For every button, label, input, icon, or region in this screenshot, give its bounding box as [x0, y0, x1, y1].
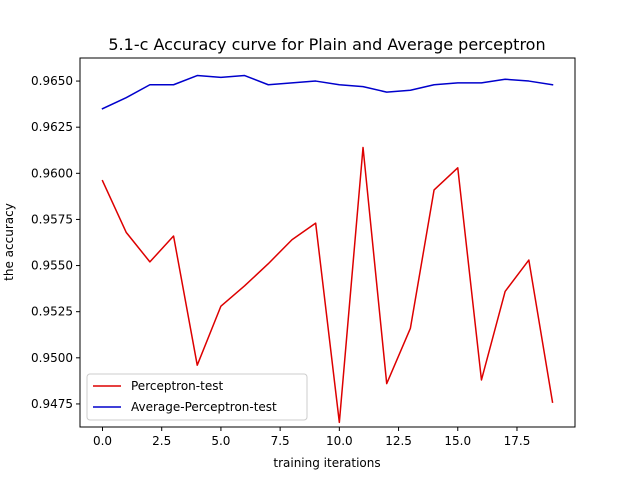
legend-label-perceptron-test: Perceptron-test [131, 379, 223, 393]
series-line-perceptron-test [101, 146, 554, 424]
x-tick-label: 17.5 [504, 434, 531, 448]
x-axis-label: training iterations [273, 456, 380, 470]
x-axis-ticks: 0.0 2.5 5.0 7.5 10.0 12.5 15.0 17.5 [93, 427, 530, 448]
x-tick-label: 10.0 [326, 434, 353, 448]
y-tick-label: 0.9550 [31, 259, 73, 273]
chart-title: 5.1-c Accuracy curve for Plain and Avera… [108, 35, 545, 54]
y-tick-label: 0.9500 [31, 351, 73, 365]
x-tick-label: 7.5 [271, 434, 290, 448]
x-tick-label: 15.0 [444, 434, 471, 448]
plot-area-frame [79, 57, 576, 428]
series-layer [101, 74, 554, 424]
y-tick-label: 0.9525 [31, 305, 73, 319]
legend-label-average-perceptron-test: Average-Perceptron-test [131, 400, 277, 414]
x-tick-label: 12.5 [385, 434, 412, 448]
legend-entries: Perceptron-test Average-Perceptron-test [93, 379, 277, 414]
y-axis-label: the accuracy [2, 203, 16, 281]
y-tick-label: 0.9475 [31, 397, 73, 411]
x-tick-label: 0.0 [93, 434, 112, 448]
legend-box [86, 373, 308, 421]
y-tick-label: 0.9575 [31, 212, 73, 226]
legend: Perceptron-test Average-Perceptron-test [86, 373, 308, 421]
y-axis-ticks: 0.9475 0.9500 0.9525 0.9550 0.9575 0.9600 0.96… [31, 74, 80, 411]
y-tick-label: 0.9625 [31, 120, 73, 134]
y-tick-label: 0.9650 [31, 74, 73, 88]
x-tick-label: 2.5 [152, 434, 171, 448]
series-line-average-perceptron-test [101, 74, 554, 110]
x-tick-label: 5.0 [211, 434, 230, 448]
y-tick-label: 0.9600 [31, 166, 73, 180]
